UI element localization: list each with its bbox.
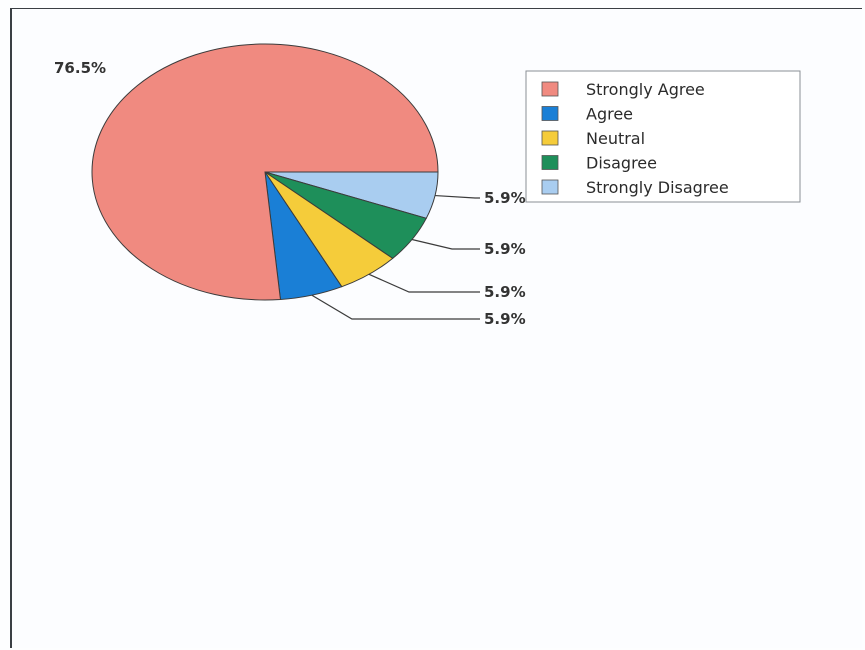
legend-swatch: [541, 81, 559, 97]
legend-swatch: [541, 179, 559, 195]
legend-swatch: [541, 155, 559, 170]
leader-line: [435, 194, 480, 199]
slice-label: 5.9%: [484, 240, 526, 258]
slice-label: 5.9%: [484, 189, 526, 207]
leader-line: [311, 294, 480, 320]
legend-label: Neutral: [586, 129, 645, 148]
legend-label: Disagree: [586, 154, 657, 173]
legend-swatch: [541, 106, 559, 121]
legend-label: Strongly Agree: [586, 80, 705, 99]
slice-label: 5.9%: [484, 283, 526, 301]
slice-label: 76.5%: [54, 59, 106, 77]
legend: Strongly Agree Agree Neutral Disagree Strong…: [525, 70, 801, 203]
leader-line: [368, 273, 480, 293]
pie-chart: 5.9% 5.9% 5.9% 5.9% 76.5% Strongly Agree Agre…: [54, 43, 801, 328]
legend-label: Strongly Disagree: [586, 178, 729, 197]
pie-slice-strongly-agree: [91, 43, 439, 301]
pie-slices: [91, 43, 439, 301]
legend-label: Agree: [586, 105, 633, 124]
legend-box: [525, 70, 801, 203]
legend-swatch: [541, 130, 559, 146]
chart-frame: 5.9% 5.9% 5.9% 5.9% 76.5% Strongly Agree Agre…: [10, 8, 862, 648]
slice-label: 5.9%: [484, 310, 526, 328]
leader-line: [411, 238, 480, 250]
slice-labels: 5.9% 5.9% 5.9% 5.9% 76.5%: [54, 59, 526, 328]
leader-lines: [311, 194, 480, 320]
